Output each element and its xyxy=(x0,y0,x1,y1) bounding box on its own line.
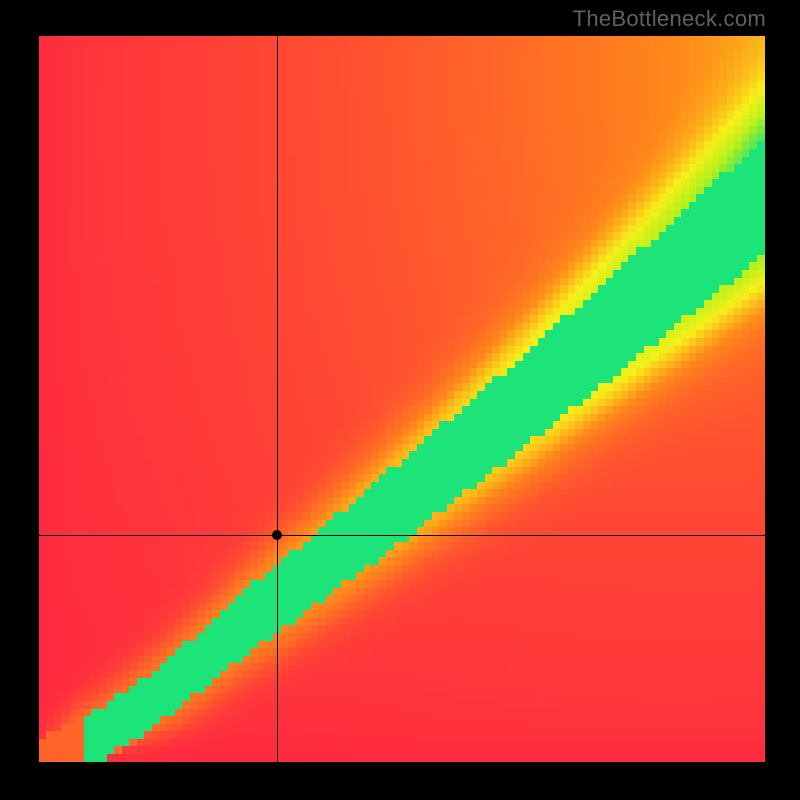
crosshair-horizontal xyxy=(39,535,765,536)
crosshair-marker xyxy=(272,530,282,540)
crosshair-vertical xyxy=(277,36,278,762)
bottleneck-heatmap xyxy=(39,36,765,762)
watermark-text: TheBottleneck.com xyxy=(573,6,766,32)
